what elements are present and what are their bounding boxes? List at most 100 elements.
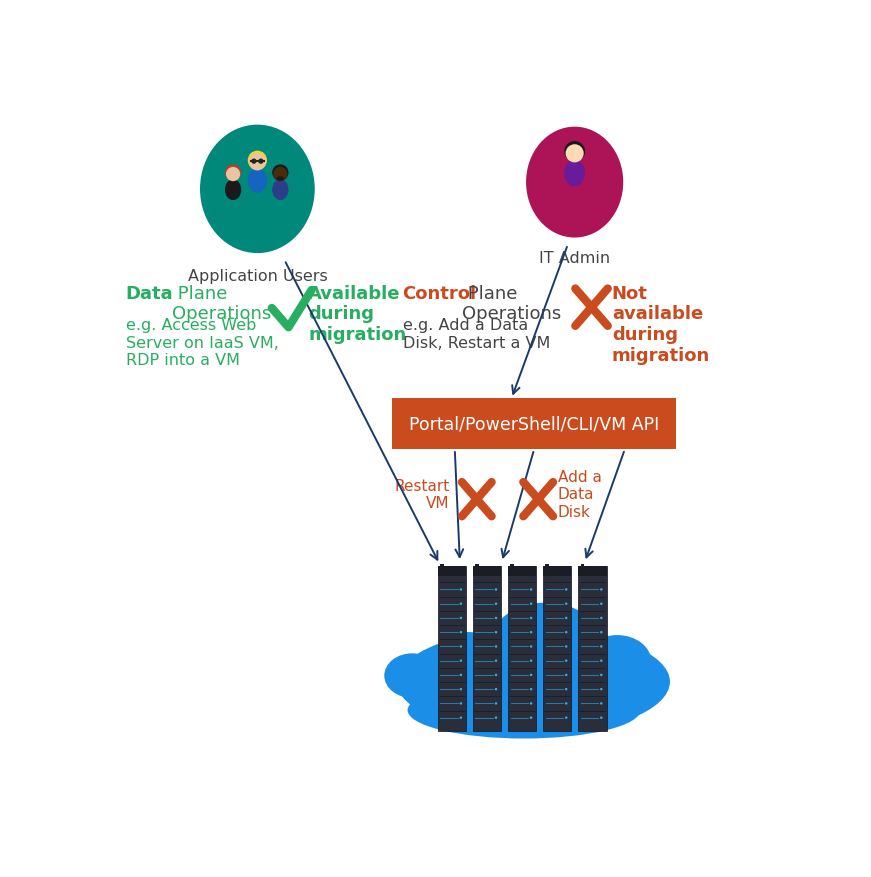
Ellipse shape bbox=[276, 177, 285, 182]
Ellipse shape bbox=[247, 169, 267, 194]
Circle shape bbox=[530, 602, 532, 605]
Circle shape bbox=[251, 160, 256, 165]
FancyBboxPatch shape bbox=[578, 567, 606, 731]
Circle shape bbox=[460, 674, 463, 676]
Circle shape bbox=[600, 674, 603, 676]
Circle shape bbox=[565, 617, 567, 619]
Ellipse shape bbox=[384, 653, 440, 698]
FancyBboxPatch shape bbox=[510, 565, 514, 731]
FancyBboxPatch shape bbox=[437, 567, 466, 731]
Circle shape bbox=[530, 631, 532, 634]
Circle shape bbox=[600, 645, 603, 648]
Circle shape bbox=[565, 602, 567, 605]
Text: Azure Datacenter: Azure Datacenter bbox=[445, 743, 603, 761]
Text: Data: Data bbox=[125, 284, 173, 303]
FancyBboxPatch shape bbox=[543, 567, 571, 731]
Text: Restart
VM: Restart VM bbox=[395, 478, 449, 510]
Circle shape bbox=[600, 588, 603, 591]
Circle shape bbox=[565, 702, 567, 705]
Circle shape bbox=[259, 160, 264, 165]
Circle shape bbox=[225, 165, 241, 182]
Circle shape bbox=[565, 660, 567, 662]
Circle shape bbox=[495, 717, 497, 719]
Circle shape bbox=[565, 588, 567, 591]
Circle shape bbox=[460, 617, 463, 619]
Ellipse shape bbox=[272, 180, 288, 201]
Text: e.g. Access Web
Server on IaaS VM,
RDP into a VM: e.g. Access Web Server on IaaS VM, RDP i… bbox=[125, 318, 279, 367]
Text: Plane
Operations: Plane Operations bbox=[462, 284, 561, 323]
Circle shape bbox=[600, 702, 603, 705]
Ellipse shape bbox=[583, 635, 652, 688]
Circle shape bbox=[600, 617, 603, 619]
Circle shape bbox=[460, 602, 463, 605]
Ellipse shape bbox=[408, 682, 640, 738]
Circle shape bbox=[564, 142, 585, 162]
Text: IT Admin: IT Admin bbox=[539, 251, 611, 266]
Circle shape bbox=[460, 645, 463, 648]
Circle shape bbox=[495, 688, 497, 690]
Circle shape bbox=[600, 688, 603, 690]
Circle shape bbox=[600, 631, 603, 634]
Circle shape bbox=[530, 688, 532, 690]
Circle shape bbox=[565, 145, 584, 163]
Circle shape bbox=[273, 168, 287, 182]
Circle shape bbox=[495, 588, 497, 591]
FancyBboxPatch shape bbox=[580, 565, 584, 731]
Ellipse shape bbox=[434, 632, 503, 687]
Ellipse shape bbox=[200, 125, 314, 253]
Text: Add a
Data
Disk: Add a Data Disk bbox=[557, 469, 602, 519]
Circle shape bbox=[530, 617, 532, 619]
Text: Control: Control bbox=[402, 284, 476, 303]
FancyBboxPatch shape bbox=[392, 399, 676, 450]
Circle shape bbox=[565, 717, 567, 719]
Circle shape bbox=[530, 645, 532, 648]
Circle shape bbox=[247, 152, 267, 171]
Circle shape bbox=[272, 165, 288, 182]
FancyBboxPatch shape bbox=[476, 565, 479, 731]
Ellipse shape bbox=[491, 602, 600, 680]
Ellipse shape bbox=[396, 630, 670, 735]
Circle shape bbox=[460, 588, 463, 591]
Ellipse shape bbox=[564, 160, 585, 187]
Circle shape bbox=[530, 588, 532, 591]
Circle shape bbox=[530, 717, 532, 719]
Circle shape bbox=[495, 702, 497, 705]
FancyBboxPatch shape bbox=[473, 567, 502, 731]
FancyBboxPatch shape bbox=[545, 565, 549, 731]
Text: Not
available
during
migration: Not available during migration bbox=[611, 284, 710, 365]
Text: e.g. Add a Data
Disk, Restart a VM: e.g. Add a Data Disk, Restart a VM bbox=[402, 318, 550, 350]
Ellipse shape bbox=[526, 127, 624, 239]
Ellipse shape bbox=[225, 180, 241, 201]
Circle shape bbox=[460, 717, 463, 719]
FancyBboxPatch shape bbox=[578, 567, 606, 576]
Circle shape bbox=[226, 168, 240, 182]
Circle shape bbox=[495, 674, 497, 676]
Circle shape bbox=[565, 674, 567, 676]
Circle shape bbox=[495, 602, 497, 605]
Circle shape bbox=[460, 660, 463, 662]
FancyBboxPatch shape bbox=[473, 567, 502, 576]
Circle shape bbox=[460, 702, 463, 705]
Circle shape bbox=[565, 631, 567, 634]
Text: Available
during
migration: Available during migration bbox=[308, 284, 406, 344]
Circle shape bbox=[565, 645, 567, 648]
Text: Plane
Operations: Plane Operations bbox=[172, 284, 271, 323]
Circle shape bbox=[495, 631, 497, 634]
Circle shape bbox=[495, 645, 497, 648]
FancyBboxPatch shape bbox=[440, 565, 444, 731]
Circle shape bbox=[460, 631, 463, 634]
FancyBboxPatch shape bbox=[508, 567, 537, 731]
Text: Application Users: Application Users bbox=[187, 268, 327, 283]
Circle shape bbox=[530, 702, 532, 705]
Circle shape bbox=[565, 688, 567, 690]
Text: Portal/PowerShell/CLI/VM API: Portal/PowerShell/CLI/VM API bbox=[409, 416, 659, 433]
Circle shape bbox=[600, 602, 603, 605]
Circle shape bbox=[495, 617, 497, 619]
Circle shape bbox=[460, 688, 463, 690]
Circle shape bbox=[249, 154, 266, 171]
FancyBboxPatch shape bbox=[508, 567, 537, 576]
Circle shape bbox=[600, 717, 603, 719]
FancyBboxPatch shape bbox=[543, 567, 571, 576]
FancyBboxPatch shape bbox=[437, 567, 466, 576]
Circle shape bbox=[530, 674, 532, 676]
